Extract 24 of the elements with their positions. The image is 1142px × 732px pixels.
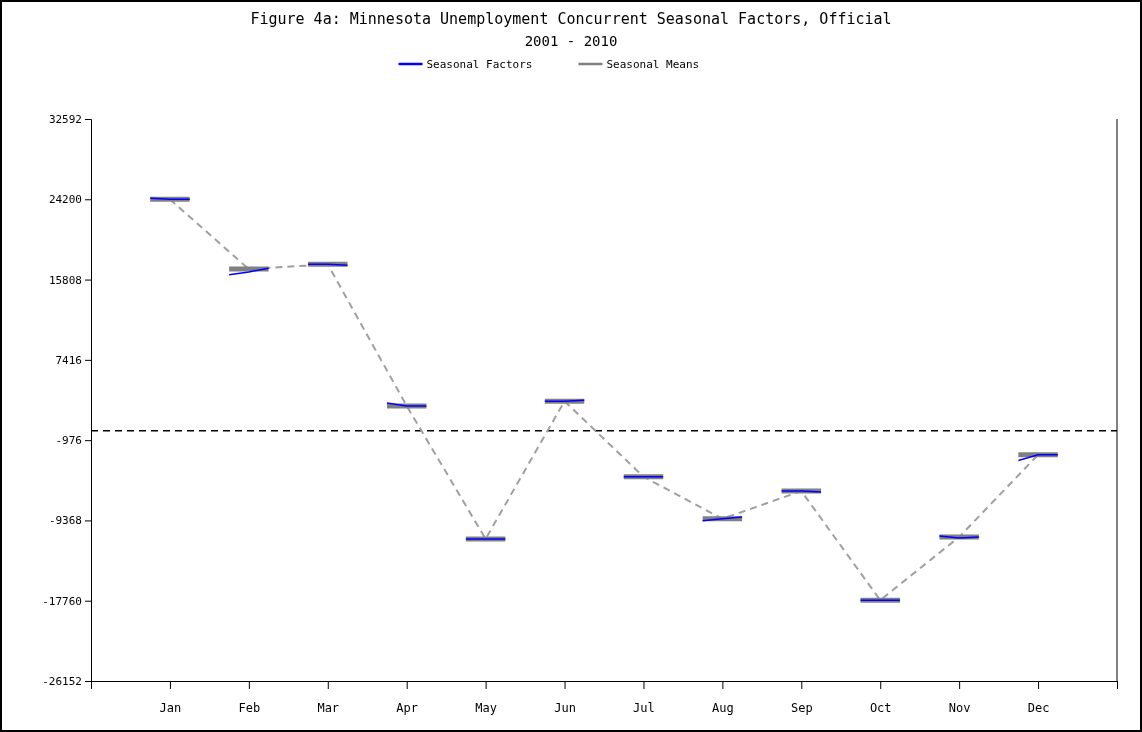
y-tick-label: -26152 (42, 675, 82, 689)
legend-label: Seasonal Means (606, 58, 700, 71)
x-tick-label: Oct (869, 700, 892, 715)
chart-subtitle: 2001 - 2010 (524, 33, 618, 49)
y-tick-label: 24200 (48, 193, 82, 207)
y-tick-label: -17760 (42, 594, 82, 608)
y-tick-label: 7416 (55, 353, 82, 367)
x-tick-label: Aug (712, 700, 734, 715)
y-tick-label: 32592 (48, 113, 82, 127)
chart-title: Figure 4a: Minnesota Unemployment Concurrent Seasonal Factors, Official (250, 10, 892, 28)
x-tick-label: Sep (790, 700, 813, 715)
x-tick-label: Jul (633, 700, 655, 715)
y-tick-label: -9368 (48, 514, 82, 528)
y-tick-label: -976 (55, 434, 82, 448)
legend-label: Seasonal Factors (426, 58, 533, 71)
x-tick-label: Dec (1027, 700, 1050, 715)
x-tick-label: Nov (948, 700, 971, 715)
x-tick-label: Jan (159, 700, 182, 715)
y-tick-label: 15808 (48, 273, 82, 287)
x-tick-label: Apr (396, 700, 419, 715)
x-tick-label: Mar (317, 700, 340, 715)
x-tick-label: Feb (238, 700, 261, 715)
x-tick-label: Jun (554, 700, 576, 715)
x-tick-label: May (475, 700, 497, 715)
